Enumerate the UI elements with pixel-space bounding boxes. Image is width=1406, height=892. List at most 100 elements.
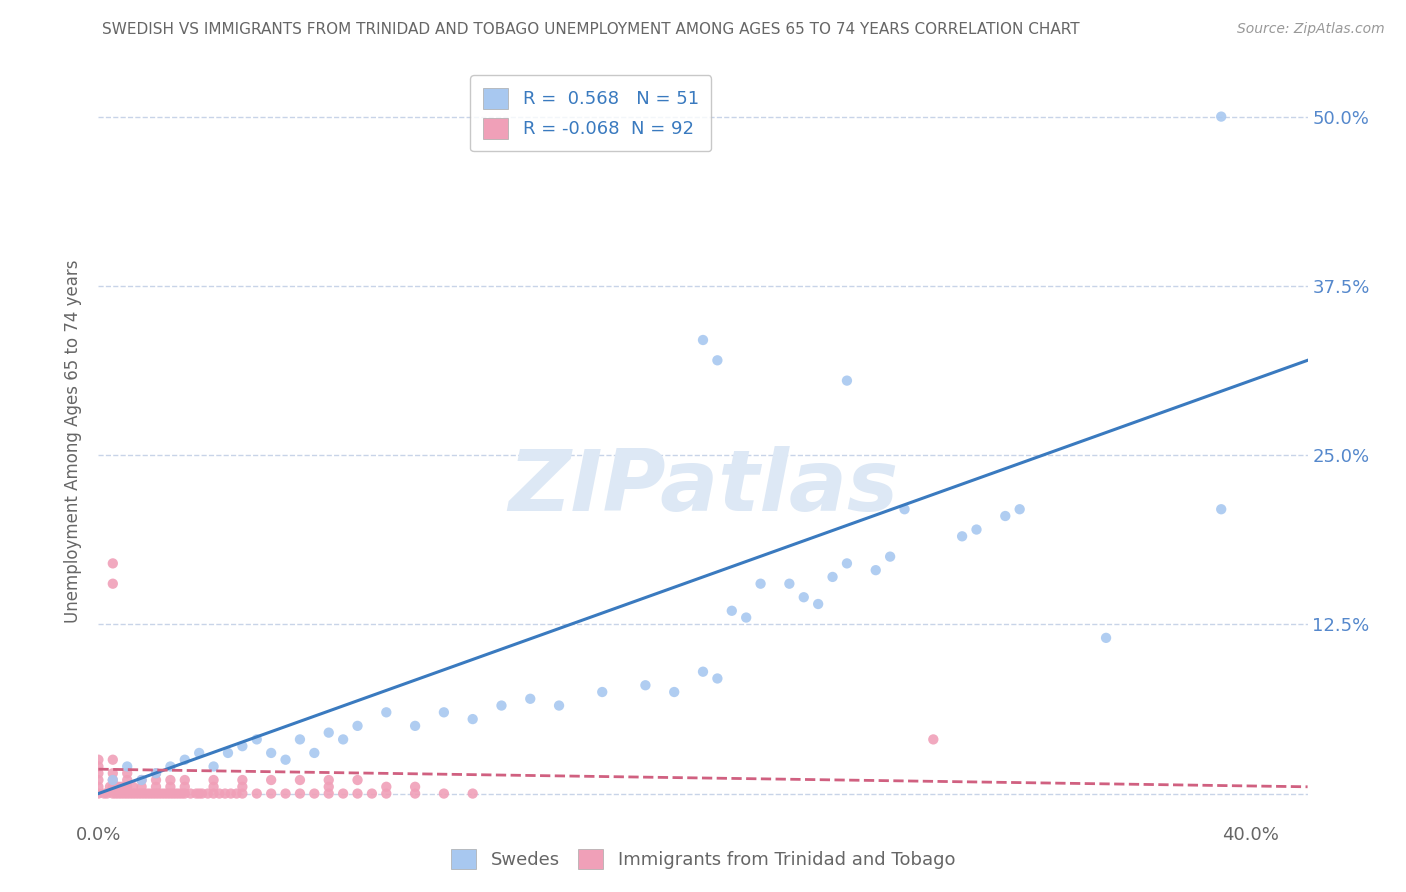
Legend: Swedes, Immigrants from Trinidad and Tobago: Swedes, Immigrants from Trinidad and Tob…	[441, 839, 965, 879]
Point	[461, 787, 484, 801]
Point	[112, 787, 135, 801]
Point	[1008, 502, 1031, 516]
Point	[994, 508, 1017, 523]
Point	[1211, 110, 1233, 124]
Point	[131, 772, 153, 787]
Point	[217, 746, 239, 760]
Point	[101, 772, 124, 787]
Point	[966, 523, 988, 537]
Point	[202, 759, 225, 773]
Point	[692, 665, 714, 679]
Point	[346, 719, 368, 733]
Point	[491, 698, 513, 713]
Point	[122, 787, 145, 801]
Point	[749, 576, 772, 591]
Point	[231, 787, 253, 801]
Point	[260, 746, 283, 760]
Point	[346, 772, 368, 787]
Point	[922, 732, 945, 747]
Point	[332, 732, 354, 747]
Point	[821, 570, 844, 584]
Point	[110, 787, 132, 801]
Point	[548, 698, 571, 713]
Point	[1095, 631, 1118, 645]
Point	[706, 353, 728, 368]
Point	[274, 787, 297, 801]
Point	[692, 333, 714, 347]
Point	[720, 604, 742, 618]
Point	[159, 759, 181, 773]
Point	[162, 787, 184, 801]
Point	[101, 780, 124, 794]
Point	[807, 597, 830, 611]
Point	[136, 787, 159, 801]
Point	[145, 787, 167, 801]
Point	[110, 780, 132, 794]
Point	[173, 753, 195, 767]
Point	[115, 766, 138, 780]
Point	[107, 780, 129, 794]
Point	[148, 787, 170, 801]
Point	[288, 772, 311, 787]
Point	[778, 576, 800, 591]
Point	[150, 787, 173, 801]
Point	[131, 780, 153, 794]
Point	[225, 787, 247, 801]
Point	[375, 780, 398, 794]
Point	[231, 772, 253, 787]
Point	[835, 557, 858, 571]
Point	[304, 787, 326, 801]
Point	[87, 772, 110, 787]
Point	[145, 766, 167, 780]
Point	[134, 787, 156, 801]
Point	[101, 576, 124, 591]
Point	[139, 787, 162, 801]
Point	[318, 780, 340, 794]
Point	[375, 706, 398, 720]
Point	[375, 787, 398, 801]
Point	[98, 780, 121, 794]
Point	[122, 780, 145, 794]
Point	[433, 787, 456, 801]
Point	[197, 787, 219, 801]
Point	[87, 780, 110, 794]
Point	[101, 787, 124, 801]
Point	[87, 753, 110, 767]
Point	[115, 780, 138, 794]
Point	[274, 753, 297, 767]
Point	[346, 787, 368, 801]
Point	[318, 725, 340, 739]
Point	[404, 719, 426, 733]
Point	[115, 772, 138, 787]
Text: SWEDISH VS IMMIGRANTS FROM TRINIDAD AND TOBAGO UNEMPLOYMENT AMONG AGES 65 TO 74 : SWEDISH VS IMMIGRANTS FROM TRINIDAD AND …	[101, 22, 1080, 37]
Point	[115, 787, 138, 801]
Point	[288, 787, 311, 801]
Point	[167, 787, 190, 801]
Point	[879, 549, 901, 564]
Point	[246, 732, 269, 747]
Legend: R =  0.568   N = 51, R = -0.068  N = 92: R = 0.568 N = 51, R = -0.068 N = 92	[470, 75, 711, 152]
Point	[318, 787, 340, 801]
Point	[173, 780, 195, 794]
Point	[260, 772, 283, 787]
Point	[145, 772, 167, 787]
Point	[208, 787, 231, 801]
Point	[202, 780, 225, 794]
Point	[101, 772, 124, 787]
Point	[188, 746, 211, 760]
Point	[835, 374, 858, 388]
Point	[404, 787, 426, 801]
Point	[104, 780, 127, 794]
Point	[332, 787, 354, 801]
Point	[101, 557, 124, 571]
Point	[246, 787, 269, 801]
Point	[893, 502, 915, 516]
Point	[735, 610, 758, 624]
Point	[120, 787, 142, 801]
Point	[219, 787, 242, 801]
Point	[591, 685, 613, 699]
Point	[461, 712, 484, 726]
Point	[159, 787, 181, 801]
Point	[115, 759, 138, 773]
Point	[101, 753, 124, 767]
